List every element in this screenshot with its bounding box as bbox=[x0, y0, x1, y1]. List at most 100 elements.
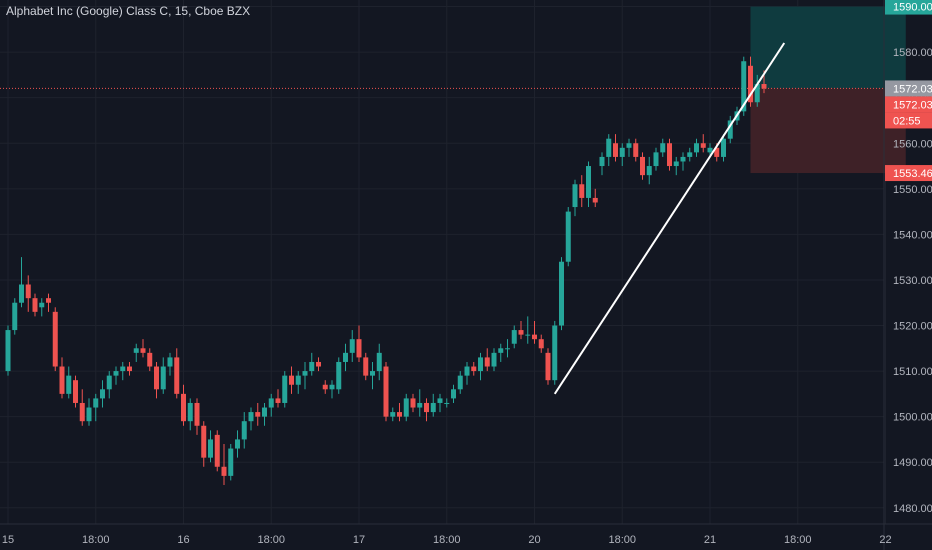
candle-body bbox=[363, 357, 369, 376]
candle-body bbox=[613, 143, 618, 157]
candle-body bbox=[673, 161, 679, 167]
candle-body bbox=[457, 375, 463, 390]
candle-body bbox=[383, 366, 389, 417]
time-tick-label: 17 bbox=[353, 534, 365, 546]
time-tick-label: 18:00 bbox=[784, 534, 812, 546]
candle-body bbox=[451, 389, 456, 399]
candle-body bbox=[565, 211, 571, 262]
price-label-target-bg bbox=[885, 0, 932, 15]
candle-body bbox=[302, 371, 308, 376]
candle-body bbox=[761, 84, 767, 89]
price-label-current-bg bbox=[885, 80, 932, 97]
candle-body bbox=[86, 407, 92, 422]
candle-body bbox=[208, 439, 213, 458]
candle-body bbox=[147, 352, 153, 367]
price-tick-label: 1510.00 bbox=[893, 366, 932, 378]
candle-body bbox=[430, 402, 436, 413]
candle-body bbox=[275, 398, 281, 403]
candles-group bbox=[5, 56, 767, 485]
candle-body bbox=[572, 184, 578, 208]
candle-body bbox=[174, 357, 180, 394]
price-label-countdown: 02:55 bbox=[893, 115, 921, 127]
candle-body bbox=[127, 366, 132, 372]
candle-body bbox=[133, 348, 139, 353]
price-tick-label: 1550.00 bbox=[893, 184, 932, 196]
candle-body bbox=[140, 348, 146, 353]
candle-body bbox=[289, 375, 294, 385]
candle-body bbox=[336, 361, 342, 390]
candle-body bbox=[376, 352, 382, 372]
candle-body bbox=[687, 152, 693, 157]
candle-body bbox=[640, 156, 645, 176]
candle-body bbox=[633, 143, 639, 157]
price-tick-label: 1520.00 bbox=[893, 321, 932, 333]
candle-body bbox=[754, 84, 760, 103]
candle-body bbox=[5, 330, 11, 372]
candle-body bbox=[194, 402, 200, 426]
candle-body bbox=[505, 348, 510, 350]
candle-body bbox=[221, 466, 227, 476]
price-tick-label: 1500.00 bbox=[893, 412, 932, 424]
candle-body bbox=[25, 284, 31, 299]
candle-body bbox=[626, 143, 632, 148]
candle-body bbox=[370, 371, 375, 376]
position-target-zone bbox=[750, 6, 906, 89]
candle-body bbox=[525, 334, 531, 336]
candle-body bbox=[343, 352, 348, 362]
candle-body bbox=[694, 143, 699, 153]
candle-body bbox=[660, 143, 666, 153]
price-tick-label: 1530.00 bbox=[893, 275, 932, 287]
candle-body bbox=[619, 147, 625, 157]
candle-body bbox=[444, 402, 450, 404]
candle-body bbox=[491, 352, 497, 367]
candle-body bbox=[79, 402, 85, 422]
candle-body bbox=[727, 120, 733, 139]
time-tick-label: 22 bbox=[879, 534, 891, 546]
candle-body bbox=[106, 375, 112, 390]
price-tick-label: 1480.00 bbox=[893, 503, 932, 515]
candle-body bbox=[592, 197, 598, 203]
candle-body bbox=[59, 366, 65, 394]
candle-body bbox=[32, 298, 38, 312]
time-tick-label: 18:00 bbox=[82, 534, 110, 546]
price-tick-label: 1560.00 bbox=[893, 138, 932, 150]
candle-body bbox=[599, 156, 605, 167]
candle-body bbox=[248, 412, 254, 422]
candle-body bbox=[167, 357, 173, 367]
candle-body bbox=[748, 65, 753, 103]
candle-body bbox=[478, 357, 483, 372]
price-tick-label: 1540.00 bbox=[893, 229, 932, 241]
candle-body bbox=[349, 339, 355, 353]
candle-body bbox=[201, 425, 207, 458]
candle-body bbox=[356, 339, 362, 358]
time-tick-label: 20 bbox=[528, 534, 540, 546]
time-tick-label: 21 bbox=[704, 534, 716, 546]
candle-body bbox=[39, 302, 45, 308]
candle-body bbox=[410, 398, 416, 408]
candle-body bbox=[646, 166, 652, 176]
candle-body bbox=[545, 352, 551, 381]
candle-body bbox=[160, 366, 166, 390]
time-tick-label: 18:00 bbox=[433, 534, 461, 546]
candle-body bbox=[484, 357, 490, 367]
candle-body bbox=[653, 152, 659, 167]
candle-body bbox=[295, 375, 301, 385]
candle-body bbox=[268, 398, 274, 408]
candle-body bbox=[586, 166, 591, 198]
candle-body bbox=[714, 147, 720, 157]
candle-body bbox=[241, 421, 247, 440]
candle-body bbox=[316, 361, 321, 367]
candle-body bbox=[282, 375, 288, 403]
candle-body bbox=[518, 330, 524, 335]
candle-body bbox=[93, 398, 99, 408]
candle-body bbox=[329, 384, 335, 390]
time-tick-label: 15 bbox=[2, 534, 14, 546]
time-tick-label: 16 bbox=[177, 534, 189, 546]
candle-body bbox=[228, 448, 234, 476]
candle-body bbox=[255, 412, 261, 417]
candle-body bbox=[309, 361, 315, 372]
candle-body bbox=[680, 156, 686, 162]
candle-body bbox=[100, 389, 105, 399]
time-tick-label: 18:00 bbox=[608, 534, 636, 546]
